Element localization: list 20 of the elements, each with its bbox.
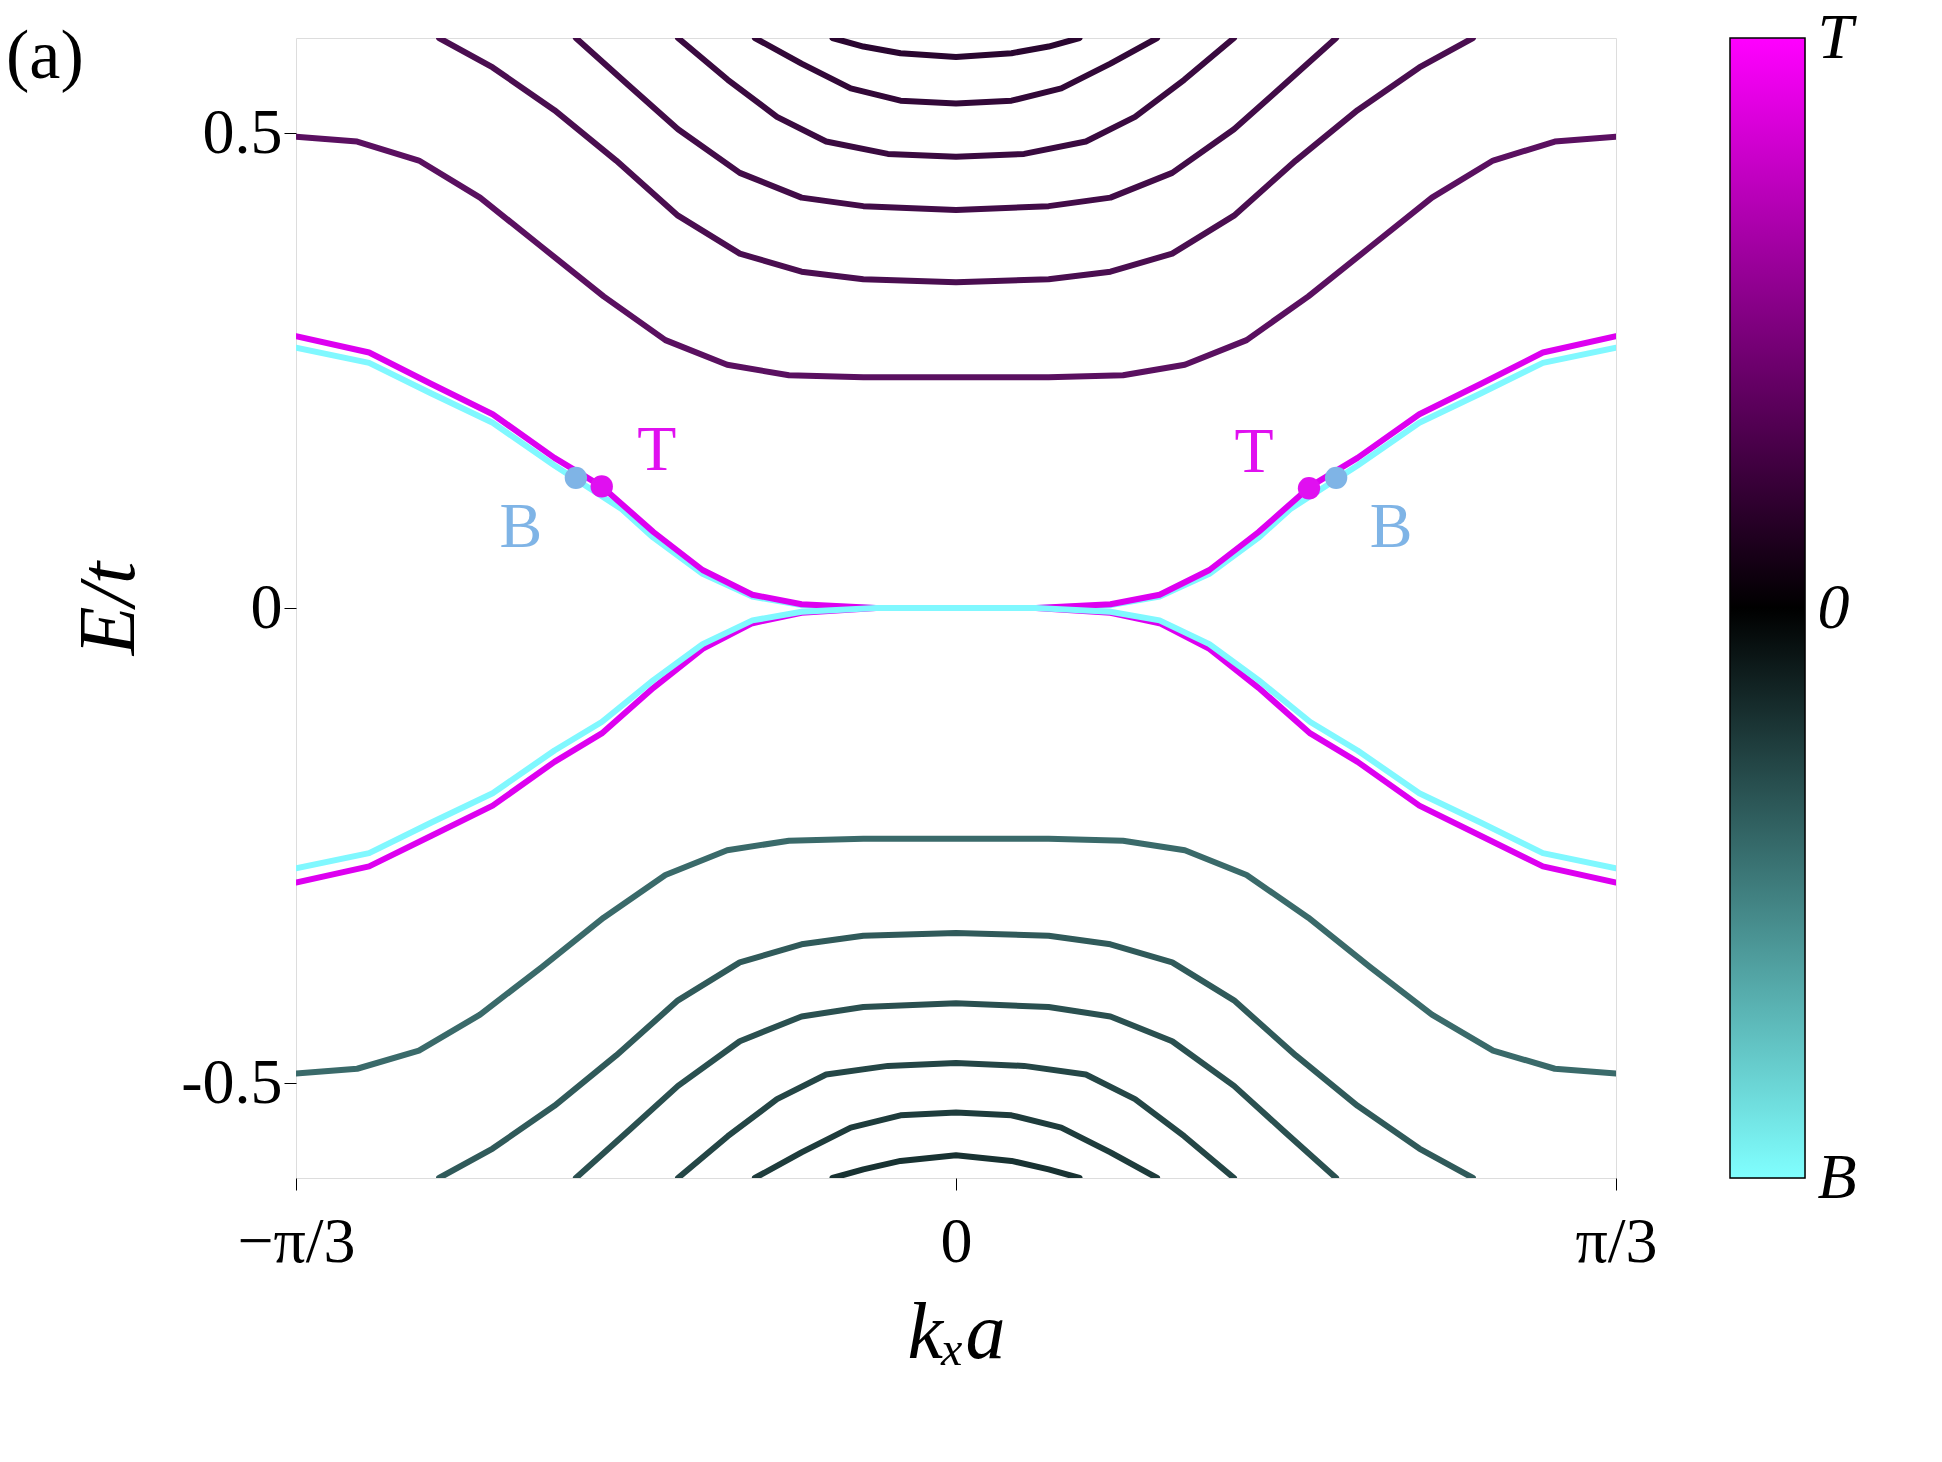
point <box>1324 466 1348 490</box>
annotation: T <box>1234 415 1274 487</box>
color-bar-label: 0 <box>1817 570 1850 642</box>
point <box>564 466 588 490</box>
point <box>1297 477 1321 500</box>
text: (a) <box>6 16 84 93</box>
y-tick-label: 0 <box>250 570 283 642</box>
x-axis-title: kₓa <box>907 1286 1006 1375</box>
point <box>590 475 613 498</box>
y-tick-label: 0.5 <box>202 95 283 167</box>
x-tick-label: π/3 <box>1575 1204 1658 1276</box>
y-axis-title: E/t <box>63 560 152 657</box>
annotation: B <box>1369 489 1413 561</box>
color-bar-label: T <box>1817 0 1858 72</box>
annotation: B <box>499 489 543 561</box>
y-tick-label: -0.5 <box>181 1045 283 1117</box>
x-tick-label: 0 <box>940 1204 973 1276</box>
color-bar-label: B <box>1817 1140 1857 1212</box>
x-tick-label: −π/3 <box>237 1204 356 1276</box>
annotation: T <box>637 413 677 485</box>
